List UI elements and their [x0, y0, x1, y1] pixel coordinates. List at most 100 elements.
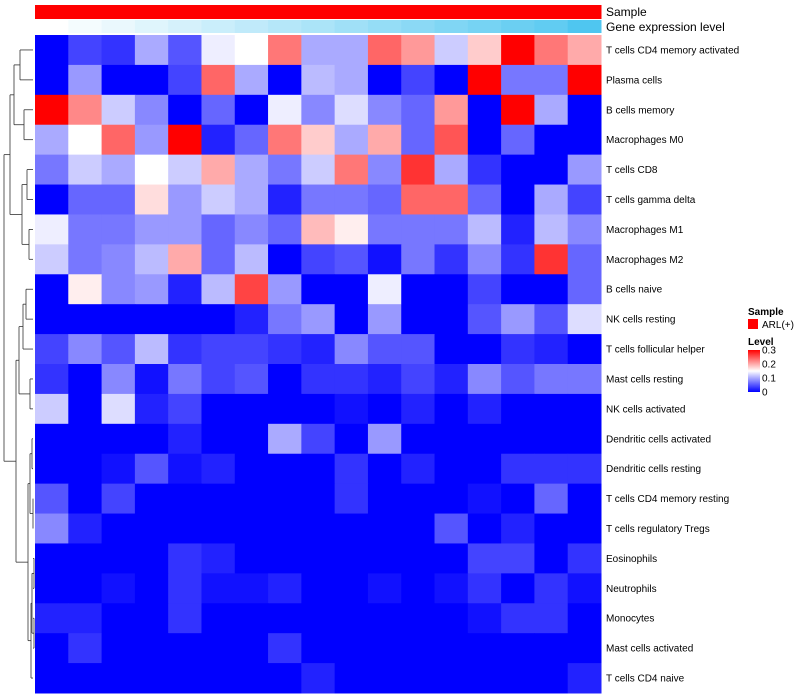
heatmap-cell — [567, 94, 602, 126]
heatmap-cell — [68, 603, 103, 634]
heatmap-cell — [401, 64, 436, 96]
sample-annotation-cell — [234, 5, 269, 19]
heatmap-cell — [534, 184, 569, 215]
heatmap-cell — [268, 214, 302, 245]
heatmap-cell — [434, 603, 469, 634]
heatmap-cell — [268, 393, 302, 425]
heatmap-cell — [301, 453, 336, 485]
heatmap-cell — [501, 393, 535, 425]
heatmap-cell — [334, 214, 369, 245]
legend-level-colorbar — [748, 350, 760, 392]
heatmap-cell — [35, 124, 69, 156]
row-labels: T cells CD4 memory activated Plasma cells… — [606, 45, 739, 684]
heatmap-cell — [534, 603, 569, 634]
heatmap-cell — [168, 633, 202, 664]
legend: Sample ARL(+) Level 0.3 0.2 0.1 0 — [748, 307, 794, 399]
row-label: T cells CD4 memory activated — [606, 45, 739, 56]
heatmap-cell — [234, 483, 269, 515]
heatmap-cell — [101, 64, 136, 96]
heatmap-cell — [534, 154, 569, 186]
heatmap-cell — [567, 423, 602, 455]
heatmap-cell — [567, 334, 602, 365]
heatmap-cell — [234, 244, 269, 275]
heatmap-cell — [101, 304, 136, 335]
annotation-label-sample: Sample — [606, 5, 647, 19]
heatmap-cell — [134, 35, 169, 66]
heatmap-cell — [201, 64, 236, 96]
heatmap-cell — [234, 304, 269, 335]
heatmap-cell — [567, 184, 602, 215]
heatmap-cell — [401, 244, 436, 275]
heatmap-cell — [201, 35, 236, 66]
heatmap-cell — [567, 513, 602, 544]
heatmap-cell — [268, 154, 302, 186]
heatmap-cell — [467, 513, 502, 544]
heatmap-cell — [501, 663, 535, 694]
heatmap-cell — [434, 364, 469, 395]
heatmap-cell — [434, 633, 469, 664]
heatmap-cell — [434, 214, 469, 245]
heatmap-cell — [234, 214, 269, 245]
heatmap-cell — [434, 423, 469, 455]
heatmap-cell — [168, 513, 202, 544]
heatmap-cell — [467, 423, 502, 455]
heatmap-cell — [234, 35, 269, 66]
heatmap-cell — [234, 573, 269, 604]
heatmap-cell — [334, 364, 369, 395]
heatmap-cell — [201, 124, 236, 156]
heatmap-cell — [334, 633, 369, 664]
heatmap-cell — [467, 214, 502, 245]
heatmap-cell — [201, 573, 236, 604]
heatmap-cell — [234, 393, 269, 425]
heatmap-cell — [268, 633, 302, 664]
heatmap-cell — [168, 364, 202, 395]
heatmap-cell — [467, 393, 502, 425]
heatmap-cell — [168, 64, 202, 96]
heatmap-cell — [168, 423, 202, 455]
heatmap-cell — [168, 573, 202, 604]
heatmap-cell — [35, 154, 69, 186]
heatmap-cell — [401, 423, 436, 455]
heatmap-cell — [334, 573, 369, 604]
heatmap-cell — [68, 274, 103, 305]
heatmap-cell — [301, 154, 336, 186]
heatmap-cell — [268, 184, 302, 215]
heatmap-cell — [501, 334, 535, 365]
heatmap-cell — [501, 603, 535, 634]
heatmap-cell — [35, 453, 69, 485]
heatmap-cell — [101, 94, 136, 126]
heatmap-cell — [334, 94, 369, 126]
sample-annotation-cell — [201, 5, 236, 19]
heatmap-cell — [234, 543, 269, 574]
heatmap-cell — [201, 513, 236, 544]
heatmap-cell — [301, 393, 336, 425]
heatmap-cell — [501, 304, 535, 335]
heatmap-cell — [134, 64, 169, 96]
heatmap-cell — [467, 334, 502, 365]
heatmap-cell — [367, 274, 402, 305]
heatmap-cell — [567, 64, 602, 96]
heatmap-cell — [434, 453, 469, 485]
heatmap-cell — [367, 393, 402, 425]
heatmap-cell — [334, 663, 369, 694]
heatmap-cell — [334, 603, 369, 634]
heatmap-cell — [168, 35, 202, 66]
heatmap-cell — [134, 513, 169, 544]
heatmap-cell — [234, 513, 269, 544]
heatmap-cell — [201, 663, 236, 694]
annotation-tracks — [35, 5, 602, 33]
heatmap-cell — [168, 184, 202, 215]
heatmap-cell — [401, 453, 436, 485]
heatmap-cell — [35, 334, 69, 365]
heatmap-cell — [501, 364, 535, 395]
heatmap-cell — [168, 483, 202, 515]
heatmap-cell — [134, 184, 169, 215]
heatmap-cell — [68, 423, 103, 455]
heatmap-cell — [567, 35, 602, 66]
heatmap-cell — [534, 423, 569, 455]
annotation-label-gene-expression: Gene expression level — [606, 20, 725, 34]
heatmap-cell — [567, 633, 602, 664]
heatmap-cell — [434, 513, 469, 544]
row-label: Neutrophils — [606, 584, 657, 595]
row-label: Macrophages M1 — [606, 225, 684, 236]
